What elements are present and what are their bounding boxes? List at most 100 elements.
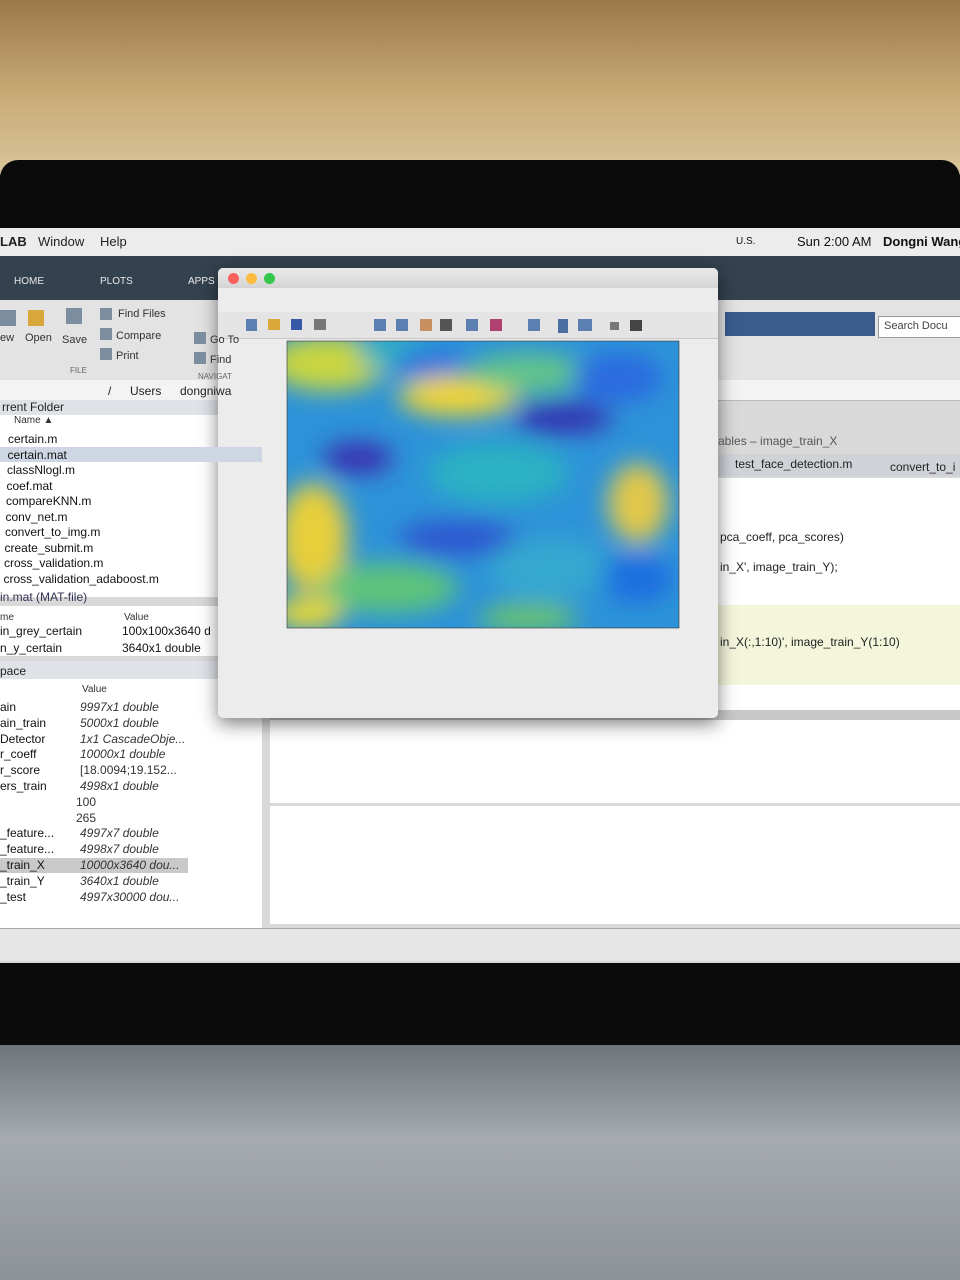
toolstrip-tab[interactable]: APPS (188, 276, 215, 287)
variable-name[interactable]: r_score (0, 763, 41, 778)
menu-bar (0, 228, 960, 256)
variable-name[interactable]: ers_train (0, 779, 47, 793)
detail-cell: n_y_certain (0, 641, 63, 655)
code-line: in_X(:,1:10)', image_train_Y(1:10) (720, 635, 900, 649)
code-line: in_X', image_train_Y); (720, 560, 838, 574)
variable-value: 4998x1 double (80, 779, 159, 793)
panel-title (0, 661, 262, 679)
button-icon (100, 348, 112, 360)
screen: LAB Window Help U.S. Sun 2:00 AM Dongni Wang H… (0, 228, 960, 963)
panel-title: pace (0, 664, 27, 678)
variable-name[interactable]: ain_train (0, 715, 47, 730)
menu-item[interactable]: Help (100, 234, 127, 249)
figure-canvas (246, 319, 680, 629)
variable-name[interactable]: ain (0, 700, 17, 714)
status-item: Sun 2:00 AM (797, 234, 872, 249)
editor-tab[interactable]: convert_to_i (890, 460, 956, 474)
workspace-panel (0, 679, 262, 929)
status-item: U.S. (736, 236, 756, 247)
toolstrip-button[interactable]: Go To (210, 334, 240, 346)
toolstrip-section: NAVIGAT (198, 372, 232, 381)
figure-window (218, 268, 718, 718)
variable-value: 4997x7 double (80, 826, 159, 841)
button-icon (0, 310, 16, 326)
close-button[interactable] (228, 273, 239, 284)
variable-value: 5000x1 double (80, 715, 159, 730)
search-placeholder: Search Docu (884, 320, 948, 332)
status-item: Dongni Wang (883, 234, 960, 249)
file-item[interactable]: classNlogl.m (7, 463, 76, 477)
detail-cell: in_grey_certain (0, 624, 83, 638)
variable-name[interactable]: _train_X (0, 858, 45, 872)
button-icon (194, 352, 206, 364)
variable-name[interactable]: _feature... (0, 826, 55, 841)
variable-name[interactable]: r_coeff (0, 747, 37, 762)
button-icon (194, 332, 206, 344)
toolstrip-button[interactable]: Find (210, 354, 232, 366)
column-header: Value (124, 612, 149, 623)
panel-title: in.mat (MAT-file) (0, 590, 88, 604)
file-item[interactable]: cross_validation_adaboost.m (3, 571, 159, 586)
file-item[interactable]: convert_to_img.m (5, 525, 101, 539)
detail-cell: 3640x1 double (122, 641, 201, 655)
menu-item[interactable]: Window (38, 234, 85, 249)
heatmap-image (287, 341, 679, 628)
file-item[interactable]: conv_net.m (5, 509, 68, 524)
file-item[interactable]: create_submit.m (4, 540, 94, 555)
button-icon (100, 328, 112, 340)
variable-name[interactable]: _test (0, 889, 27, 904)
variable-value: [18.0094;19.152... (80, 763, 177, 778)
toolstrip-button[interactable]: Save (62, 334, 88, 346)
toolstrip-tab[interactable]: PLOTS (100, 276, 133, 287)
file-item[interactable]: certain.m (8, 432, 58, 446)
button-icon (66, 308, 82, 324)
keyboard-chassis (0, 1045, 960, 1280)
path-part[interactable]: Users (130, 384, 162, 398)
cell-highlight (718, 605, 960, 685)
minimize-button[interactable] (246, 273, 257, 284)
file-item[interactable]: coef.mat (6, 478, 53, 493)
variable-value: 3640x1 double (80, 873, 159, 888)
variable-value: 1x1 CascadeObje... (80, 731, 186, 746)
path-part[interactable]: dongniwa (180, 384, 232, 398)
column-header: Name ▲ (14, 415, 54, 426)
figure-titlebar (218, 268, 718, 288)
variable-value: 10000x1 double (80, 747, 166, 762)
editor-tab[interactable]: test_face_detection.m (735, 457, 853, 471)
toolstrip-tab[interactable]: HOME (14, 276, 44, 287)
file-item[interactable]: cross_validation.m (4, 556, 104, 570)
variable-value: 4998x7 double (80, 842, 159, 857)
selected-row (0, 446, 262, 462)
toolstrip-button[interactable]: Find Files (118, 308, 166, 320)
toolstrip-button[interactable]: ew (0, 332, 15, 344)
file-item[interactable]: compareKNN.m (6, 494, 92, 508)
variable-value: 10000x3640 dou... (80, 858, 180, 872)
variable-name[interactable]: _train_Y (0, 873, 45, 888)
button-icon (100, 308, 112, 320)
command-window (270, 806, 960, 924)
variable-value: 9997x1 double (80, 700, 159, 714)
path-part[interactable]: / (108, 384, 112, 398)
wall (0, 0, 960, 175)
toolstrip-button[interactable]: Open (25, 332, 52, 344)
detail-cell: 100x100x3640 d (122, 624, 211, 638)
editor-title: ables – image_train_X (718, 434, 838, 448)
axes-box (286, 340, 680, 629)
file-item[interactable]: certain.mat (7, 447, 67, 462)
code-line: pca_coeff, pca_scores) (720, 530, 844, 544)
search-box[interactable] (878, 316, 960, 338)
toolstrip-section: FILE (70, 366, 87, 375)
variable-name[interactable]: _feature... (0, 842, 55, 857)
column-header: me (0, 612, 14, 623)
zoom-button[interactable] (264, 273, 275, 284)
quick-access-bar (725, 312, 875, 336)
app-menu: LAB (0, 234, 27, 249)
toolstrip-button[interactable]: Print (116, 350, 139, 362)
toolstrip-button[interactable]: Compare (116, 330, 162, 342)
variable-name[interactable]: Detector (0, 731, 46, 746)
column-header: Value (82, 684, 107, 695)
editor-tabs (700, 454, 960, 476)
button-icon (28, 310, 44, 326)
status-bar (0, 928, 960, 961)
